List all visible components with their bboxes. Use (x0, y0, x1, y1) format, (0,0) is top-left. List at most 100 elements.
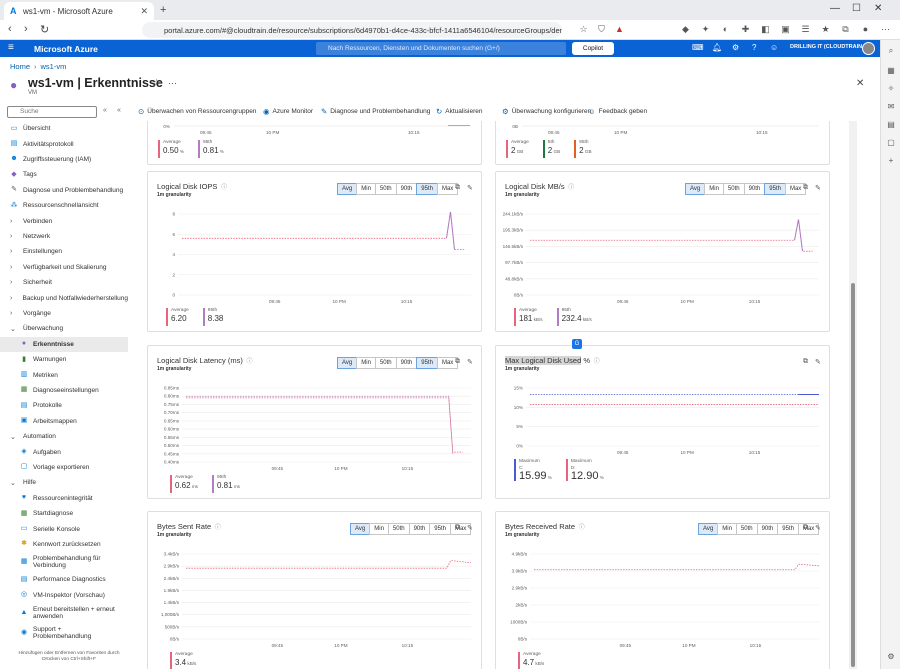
help-icon[interactable]: ? (752, 43, 757, 52)
sidebar-item-überwachung[interactable]: ⌄ Überwachung (0, 321, 128, 336)
legend-item[interactable]: Average 2 GB (506, 140, 529, 158)
puzzle-icon[interactable]: ✚ (741, 24, 750, 34)
pin-icon[interactable]: ✎ (815, 359, 821, 366)
sidebar-item-vm-inspektor-vorschau-[interactable]: ◎ VM-Inspektor (Vorschau) (0, 588, 128, 603)
sidebar-item-übersicht[interactable]: ▭ Übersicht (0, 121, 128, 136)
sidebar-item-vorgänge[interactable]: › Vorgänge (0, 306, 128, 321)
notifications-icon[interactable]: 🔔︎ (712, 43, 723, 52)
open-metrics-icon[interactable]: ⧉ (803, 524, 808, 531)
open-metrics-icon[interactable]: ⧉ (803, 358, 808, 365)
back-icon[interactable]: ‹ (8, 23, 12, 35)
toolbar-monitor-groups-button[interactable]: ⊙ Überwachen von Ressourcengruppen (138, 107, 256, 116)
aggregation-avg-button[interactable]: Avg (350, 523, 371, 535)
azure-brand[interactable]: Microsoft Azure (34, 44, 98, 54)
toolbar-azure-monitor-button[interactable]: ◉ Azure Monitor (263, 107, 313, 116)
sidebar-item-verbinden[interactable]: › Verbinden (0, 213, 128, 228)
expand-icon[interactable]: « (103, 107, 107, 114)
aggregation-max-button[interactable]: Max (784, 183, 807, 195)
aggregation-90th-button[interactable]: 90th (408, 523, 431, 535)
open-metrics-icon[interactable]: ⧉ (455, 524, 460, 531)
cloud-shell-icon[interactable]: ⌨ (692, 43, 704, 52)
sidebar-item-hilfe[interactable]: ⌄ Hilfe (0, 475, 128, 490)
aggregation-max-button[interactable]: Max (449, 523, 472, 535)
legend-item[interactable]: Maximum C: 15.99 % (514, 459, 552, 484)
sidebar-item-diagnoseeinstellungen[interactable]: ▦ Diagnoseeinstellungen (0, 383, 128, 398)
open-metrics-icon[interactable]: ⧉ (803, 184, 808, 191)
toolbar-wrench-button[interactable]: ✎ Diagnose und Problembehandlung (321, 107, 430, 116)
info-icon[interactable]: ⓘ (577, 525, 585, 531)
toolbar-gear-button[interactable]: ⚙ Überwachung konfigurieren (502, 107, 591, 116)
sidebar-item-automation[interactable]: ⌄ Automation (0, 429, 128, 444)
scrollbar-thumb[interactable] (851, 283, 855, 667)
sidebar-item-ressourcenintegrität[interactable]: ♥ Ressourcenintegrität (0, 491, 128, 506)
sidebar-item-aktivitätsprotokoll[interactable]: ▤ Aktivitätsprotokoll (0, 136, 128, 151)
sidebar-item-arbeitsmappen[interactable]: ▣ Arbeitsmappen (0, 414, 128, 429)
sidebar-item-einstellungen[interactable]: › Einstellungen (0, 244, 128, 259)
pin-icon[interactable]: ✧ (887, 84, 895, 93)
sidebar-item-erkenntnisse[interactable]: ● Erkenntnisse (0, 336, 128, 352)
reload-icon[interactable]: ↻ (40, 24, 50, 36)
toolbar-feedback-button[interactable]: ☺ Feedback geben (588, 107, 647, 116)
pin-icon[interactable]: ✎ (467, 525, 473, 532)
url-field[interactable]: portal.azure.com/#@cloudtrain.de/resourc… (142, 22, 562, 38)
aggregation-avg-button[interactable]: Avg (337, 357, 358, 369)
aggregation-min-button[interactable]: Min (717, 523, 737, 535)
breadcrumb-vm[interactable]: ws1-vm (40, 62, 67, 71)
extension-icon[interactable]: ☰ (801, 24, 810, 34)
gear-icon[interactable]: ⚙ (887, 652, 895, 661)
sidebar-item-support-problembehandlung[interactable]: ◉ Support + Problembehandlung (0, 623, 128, 643)
legend-item[interactable]: Average 0.50 % (158, 140, 184, 158)
extension-icon[interactable]: ◐ (722, 24, 729, 34)
profile-icon[interactable]: ● (862, 24, 869, 34)
sidebar-item-protokolle[interactable]: ▤ Protokolle (0, 398, 128, 413)
info-icon[interactable]: ⓘ (566, 185, 575, 191)
legend-item[interactable]: Average 181 kB/s (514, 308, 543, 326)
collections-icon[interactable]: ⧉ (842, 24, 849, 34)
global-search-input[interactable]: Nach Ressourcen, Diensten und Dokumenten… (316, 42, 566, 55)
aggregation-90th-button[interactable]: 90th (743, 183, 766, 195)
open-metrics-icon[interactable]: ⧉ (455, 358, 460, 365)
sidebar-item-sicherheit[interactable]: › Sicherheit (0, 275, 128, 290)
sidebar-item-tags[interactable]: ◆ Tags (0, 167, 128, 182)
settings-icon[interactable]: ⚙ (732, 43, 740, 52)
user-name[interactable]: DRILLING IT (CLOUDTRAIN.DE) (790, 44, 874, 50)
collapse-icon[interactable]: « (117, 107, 121, 114)
breadcrumb-home[interactable]: Home (10, 62, 31, 71)
bookmark-icon[interactable]: ☆ (579, 24, 588, 34)
extension-icon[interactable]: ◧ (761, 24, 770, 34)
new-tab-icon[interactable]: + (160, 4, 167, 16)
shield-icon[interactable]: ⛉ (598, 24, 605, 34)
toolbar-refresh-button[interactable]: ↻ Aktualisieren (436, 107, 483, 116)
sidebar-item-vorlage-exportieren[interactable]: ▢ Vorlage exportieren (0, 460, 128, 475)
more-options-icon[interactable]: ⋯ (168, 78, 177, 88)
sidebar-item-warnungen[interactable]: ▮ Warnungen (0, 352, 128, 367)
sidebar-item-serielle-konsole[interactable]: ▭ Serielle Konsole (0, 521, 128, 536)
pin-icon[interactable]: ✎ (815, 525, 821, 532)
sidebar-item-zugriffssteuerung-iam-[interactable]: ☻ Zugriffssteuerung (IAM) (0, 152, 128, 167)
sidebar-item-problembehandlung-für-verbindung[interactable]: ▦ Problembehandlung für Verbindung (0, 552, 128, 572)
legend-item[interactable]: Average 0.62 ms (170, 475, 198, 493)
sidebar-item-diagnose-und-problembehandlung[interactable]: ✎ Diagnose und Problembehandlung (0, 183, 128, 198)
search-icon[interactable]: ⌕ (888, 46, 894, 55)
aggregation-50th-button[interactable]: 50th (722, 183, 745, 195)
favorites-icon[interactable]: ★ (821, 24, 830, 34)
add-icon[interactable]: + (888, 156, 894, 165)
sidebar-item-metriken[interactable]: ▥ Metriken (0, 367, 128, 382)
translate-icon[interactable]: G (572, 339, 582, 349)
info-icon[interactable]: ⓘ (219, 185, 228, 191)
legend-item[interactable]: 95th 2 GB (574, 140, 592, 158)
sidebar-item-erneut-bereitstellen-erneut-anwenden[interactable]: ▲ Erneut bereitstellen + erneut anwenden (0, 603, 128, 623)
copilot-button[interactable]: Copilot (572, 42, 614, 55)
grid-icon[interactable]: ▦ (887, 66, 895, 75)
info-icon[interactable]: ⓘ (213, 525, 221, 531)
legend-item[interactable]: 95th 8.38 (202, 308, 223, 326)
extension-icon[interactable]: ✦ (701, 24, 710, 34)
legend-item[interactable]: 95th 0.81 % (197, 140, 224, 158)
legend-item[interactable]: 5th 2 GB (542, 140, 560, 158)
aggregation-avg-button[interactable]: Avg (337, 183, 358, 195)
legend-item[interactable]: Average 6.20 (166, 308, 189, 326)
aggregation-max-button[interactable]: Max (436, 357, 459, 369)
forward-icon[interactable]: › (24, 23, 28, 35)
aggregation-95th-button[interactable]: 95th (429, 523, 451, 535)
close-tab-icon[interactable]: ✕ (140, 5, 148, 16)
